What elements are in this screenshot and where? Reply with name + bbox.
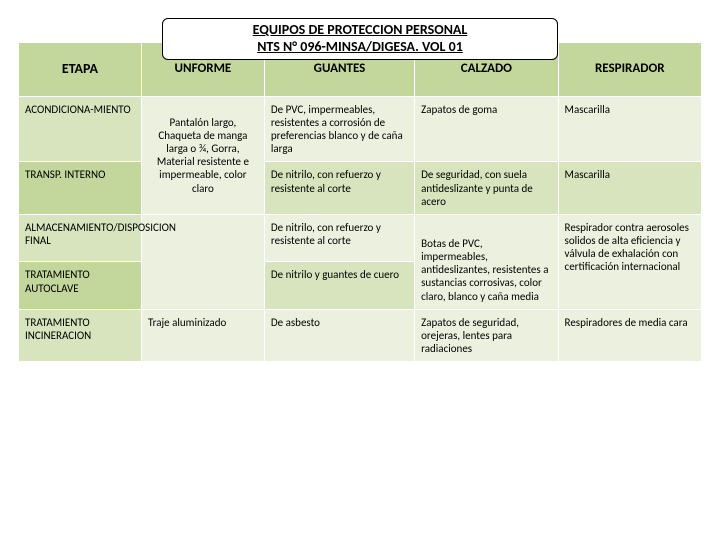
guantes-cell: De asbesto <box>264 309 414 362</box>
respirador-cell: Mascarilla <box>558 96 701 162</box>
title-line2: NTS N° 096-MINSA/DIGESA. VOL 01 <box>257 38 463 55</box>
stage-cell: TRATAMIENTO AUTOCLAVE <box>19 262 142 309</box>
respirador-cell: Mascarilla <box>558 162 701 215</box>
title-box: EQUIPOS DE PROTECCION PERSONAL NTS N° 09… <box>162 18 559 60</box>
calzado-cell: De seguridad, con suela antideslizante y… <box>415 162 558 215</box>
guantes-cell: De nitrilo, con refuerzo y resistente al… <box>264 214 414 261</box>
uniforme-cell: Traje aluminizado <box>141 309 264 362</box>
slide-container: EQUIPOS DE PROTECCION PERSONAL NTS N° 09… <box>18 18 702 362</box>
calzado-cell: Zapatos de goma <box>415 96 558 162</box>
guantes-cell: De PVC, impermeables, resistentes a corr… <box>264 96 414 162</box>
uniforme-cell: Pantalón largo, Chaqueta de manga larga … <box>141 96 264 214</box>
respirador-cell: Respirador contra aerosoles solidos de a… <box>558 214 701 309</box>
calzado-cell: Botas de PVC, impermeables, antideslizan… <box>415 214 558 309</box>
guantes-cell: De nitrilo, con refuerzo y resistente al… <box>264 162 414 215</box>
table-row: TRANSP. INTERNO De nitrilo, con refuerzo… <box>19 162 702 215</box>
table-row: ALMACENAMIENTO/DISPOSICION FINAL De nitr… <box>19 214 702 261</box>
stage-cell: ACONDICIONA-MIENTO <box>19 96 142 162</box>
stage-cell: TRATAMIENTO INCINERACION <box>19 309 142 362</box>
respirador-cell: Respiradores de media cara <box>558 309 701 362</box>
header-respirador: RESPIRADOR <box>558 42 701 96</box>
stage-cell: TRANSP. INTERNO <box>19 162 142 215</box>
table-row: ACONDICIONA-MIENTO Pantalón largo, Chaqu… <box>19 96 702 162</box>
ppe-table: ETAPA UNFORME GUANTES CALZADO RESPIRADOR… <box>18 42 702 363</box>
table-row: TRATAMIENTO INCINERACION Traje aluminiza… <box>19 309 702 362</box>
calzado-cell: Zapatos de seguridad, orejeras, lentes p… <box>415 309 558 362</box>
stage-cell: ALMACENAMIENTO/DISPOSICION FINAL <box>19 214 142 261</box>
guantes-cell: De nitrilo y guantes de cuero <box>264 262 414 309</box>
title-line1: EQUIPOS DE PROTECCION PERSONAL <box>253 21 468 38</box>
header-etapa: ETAPA <box>19 42 142 96</box>
